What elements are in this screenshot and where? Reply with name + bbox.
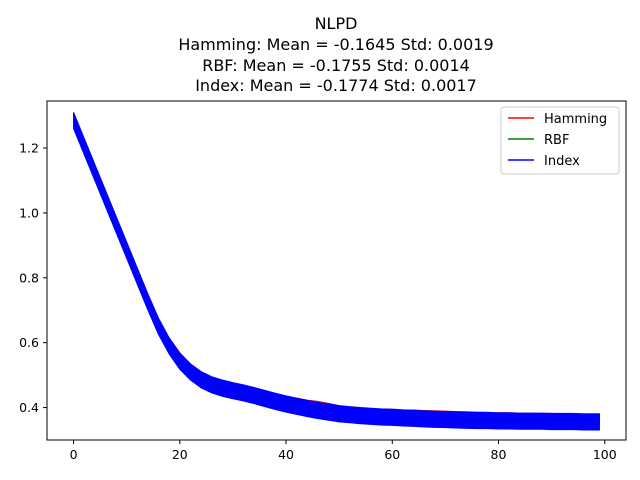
legend-box <box>500 106 620 175</box>
chart-title-line: Index: Mean = -0.1774 Std: 0.0017 <box>195 76 477 95</box>
legend-label-index: Index <box>544 154 580 169</box>
series-band-index <box>73 112 600 431</box>
x-tick-label: 20 <box>172 447 188 462</box>
chart-title: NLPD Hamming: Mean = -0.1645 Std: 0.0019… <box>178 14 493 95</box>
x-tick-label: 0 <box>70 447 78 462</box>
x-axis: 0 20 40 60 80 100 <box>70 440 617 462</box>
x-tick-label: 80 <box>491 447 507 462</box>
chart-title-line: Hamming: Mean = -0.1645 Std: 0.0019 <box>178 35 493 54</box>
chart-title-line: NLPD <box>315 14 358 33</box>
plot-frame <box>46 100 627 441</box>
y-tick-label: 1.0 <box>19 205 39 220</box>
y-tick-label: 0.6 <box>19 335 39 350</box>
y-axis: 0.4 0.6 0.8 1.0 1.2 <box>19 141 47 415</box>
x-tick-label: 60 <box>384 447 400 462</box>
legend-label-rbf: RBF <box>544 133 569 148</box>
y-tick-label: 0.8 <box>19 270 39 285</box>
series-line-index <box>72 120 600 423</box>
chart-title-line: RBF: Mean = -0.1755 Std: 0.0014 <box>202 56 470 75</box>
x-tick-label: 100 <box>593 447 617 462</box>
legend: Hamming RBF Index <box>500 106 620 175</box>
plot-series <box>72 112 600 431</box>
legend-label-hamming: Hamming <box>544 112 607 127</box>
x-tick-label: 40 <box>278 447 294 462</box>
y-tick-label: 0.4 <box>19 400 39 415</box>
y-tick-label: 1.2 <box>19 141 39 156</box>
